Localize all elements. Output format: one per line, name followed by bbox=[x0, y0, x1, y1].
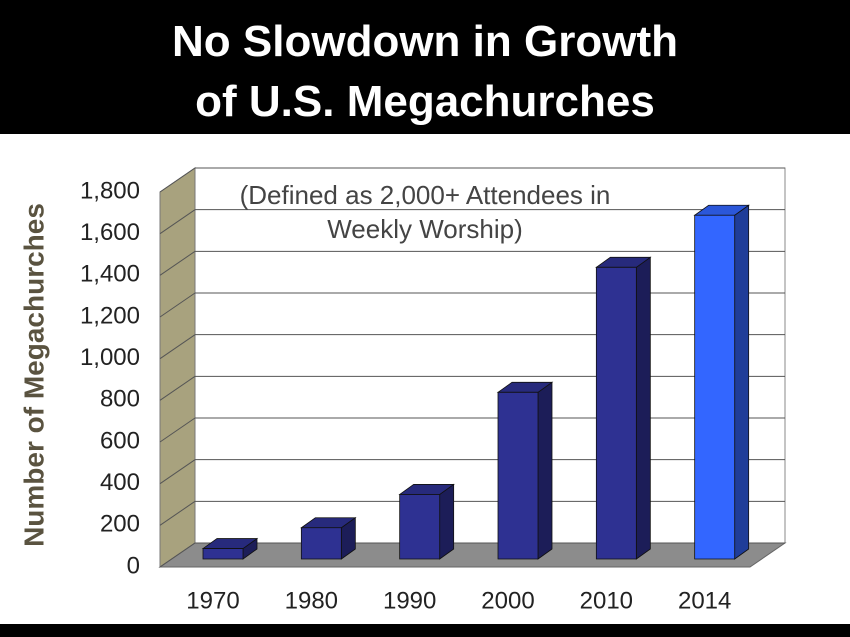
x-tick-label: 1980 bbox=[285, 587, 338, 614]
annotation: (Defined as 2,000+ Attendees in Weekly W… bbox=[239, 180, 611, 244]
bar bbox=[496, 381, 554, 560]
bar bbox=[398, 483, 455, 560]
grid-line bbox=[159, 375, 196, 401]
grid-line bbox=[159, 459, 196, 485]
grid-line bbox=[159, 250, 196, 276]
bar bbox=[693, 204, 750, 560]
x-tick-label: 1970 bbox=[186, 587, 239, 614]
bar-front bbox=[497, 391, 539, 560]
grid-line bbox=[159, 167, 196, 193]
y-tick-label: 0 bbox=[127, 552, 140, 579]
y-tick-label: 200 bbox=[100, 511, 140, 538]
y-tick-label: 800 bbox=[100, 386, 140, 413]
grid-line bbox=[159, 417, 196, 443]
y-axis-label: Number of Megachurches bbox=[18, 203, 49, 547]
x-tick-label: 1990 bbox=[383, 587, 436, 614]
x-tick-label: 2014 bbox=[678, 587, 731, 614]
grid-line bbox=[159, 334, 196, 360]
bar-side bbox=[635, 256, 651, 560]
bar-side bbox=[537, 381, 553, 560]
bar-side bbox=[439, 483, 455, 560]
bar-front bbox=[399, 494, 441, 560]
grid-line bbox=[159, 500, 196, 526]
bar-front bbox=[595, 266, 637, 560]
bar-front bbox=[694, 214, 736, 560]
grid-line bbox=[159, 292, 196, 318]
slide-title: No Slowdown in Growth of U.S. Megachurch… bbox=[172, 17, 678, 126]
grid-line bbox=[159, 542, 196, 568]
x-tick-label: 2000 bbox=[481, 587, 534, 614]
bar bbox=[300, 516, 357, 560]
bar-front bbox=[202, 548, 244, 560]
y-tick-label: 1,200 bbox=[80, 302, 140, 329]
bar bbox=[201, 537, 259, 560]
bar bbox=[595, 256, 652, 560]
bar-front bbox=[300, 527, 342, 560]
y-tick-label: 1,400 bbox=[80, 261, 140, 288]
side-wall bbox=[159, 167, 196, 568]
y-tick-label: 1,000 bbox=[80, 344, 140, 371]
bar-side bbox=[734, 204, 750, 560]
y-tick-label: 400 bbox=[100, 469, 140, 496]
y-tick-label: 600 bbox=[100, 427, 140, 454]
grid-line bbox=[159, 209, 196, 235]
y-tick-label: 1,600 bbox=[80, 219, 140, 246]
y-tick-label: 1,800 bbox=[80, 177, 140, 204]
x-tick-label: 2010 bbox=[580, 587, 633, 614]
